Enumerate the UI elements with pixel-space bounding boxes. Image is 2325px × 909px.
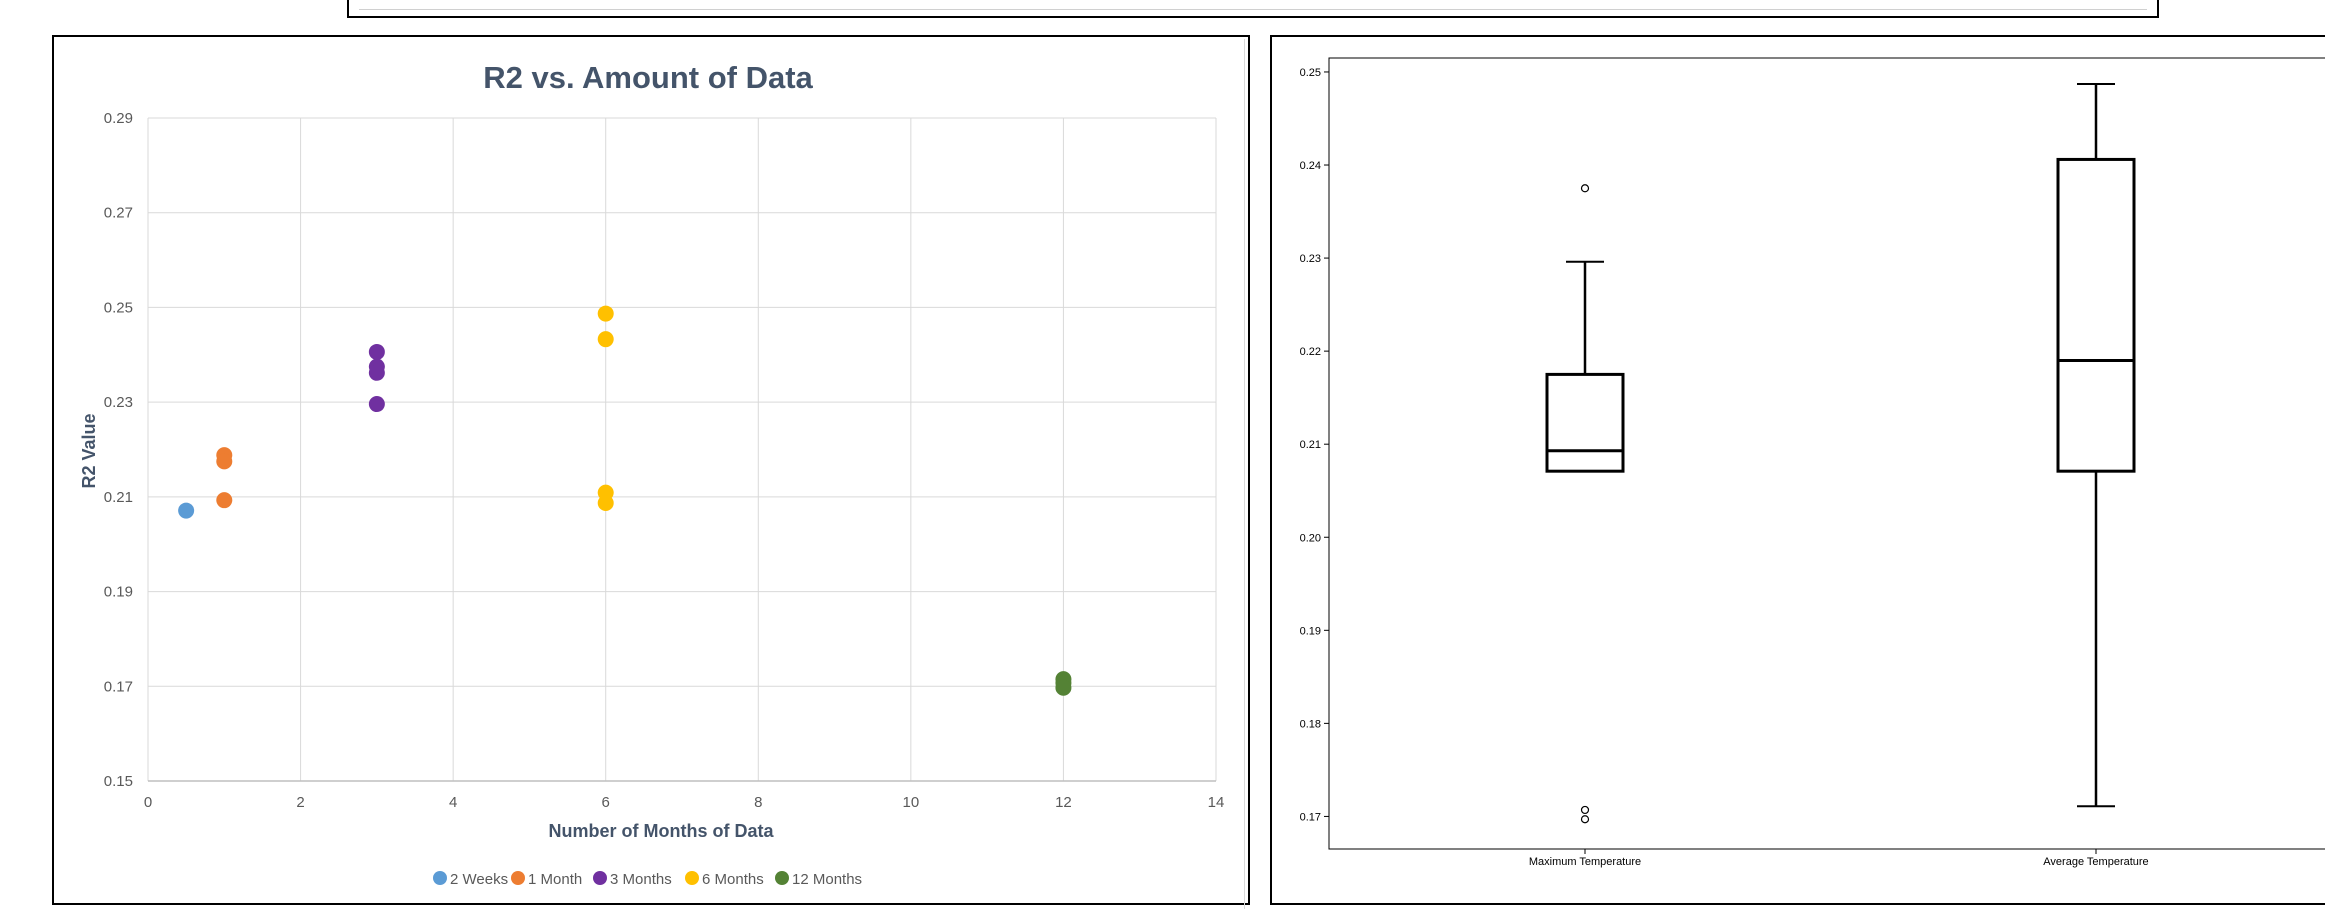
y-tick-label: 0.19 [1300, 625, 1321, 637]
top-panel-frame [347, 0, 2159, 18]
scatter-chart: R2 vs. Amount of Data 0.150.170.190.210.… [79, 60, 1225, 886]
x-tick-labels: 0 2 4 6 8 10 12 14 [144, 794, 1225, 811]
y-tick-label: 0.25 [104, 299, 133, 316]
y-tick-label: 0.17 [104, 678, 133, 695]
y-tick-label: 0.17 [1300, 811, 1321, 823]
x-tick-label: 8 [754, 794, 762, 811]
y-axis-label: R2 Value [79, 413, 99, 488]
box [1545, 372, 1625, 473]
data-point [368, 364, 385, 381]
legend-label: 3 Months [610, 871, 672, 886]
y-tick-label: 0.18 [1300, 718, 1321, 730]
box [2056, 157, 2136, 473]
data-point [597, 495, 614, 512]
outlier-point [1580, 805, 1590, 815]
x-tick-label: 10 [903, 794, 920, 811]
y-tick-label: 0.19 [104, 584, 133, 601]
y-tick-label: 0.23 [104, 394, 133, 411]
data-points [178, 305, 1072, 696]
y-tick-label: 0.27 [104, 205, 133, 222]
y-tick-label: 0.21 [1300, 439, 1321, 451]
y-tick-label: 0.25 [1300, 67, 1321, 79]
y-tick-label: 0.23 [1300, 253, 1321, 265]
x-tick-labels: Maximum Temperature Average Temperature [1529, 849, 2149, 868]
chart-title: R2 vs. Amount of Data [483, 60, 813, 95]
legend-marker [685, 871, 699, 885]
y-ticks: 0.17 0.18 0.19 0.20 0.21 0.22 0.23 0.24 0.25 [1300, 67, 1329, 823]
x-tick-label: 12 [1055, 794, 1072, 811]
y-tick-label: 0.22 [1300, 346, 1321, 358]
y-tick-label: 0.20 [1300, 532, 1321, 544]
legend-marker [775, 871, 789, 885]
y-tick-label: 0.29 [104, 110, 133, 127]
x-tick-label: 4 [449, 794, 457, 811]
scatter-chart-panel [52, 35, 1250, 909]
outlier-point [1580, 815, 1590, 824]
x-tick-label: 2 [296, 794, 304, 811]
y-tick-label: 0.15 [104, 773, 133, 790]
plot-area-border [1328, 57, 2325, 850]
x-tick-label: Average Temperature [2043, 856, 2148, 868]
x-tick-label: 6 [602, 794, 610, 811]
boxes [1545, 83, 2136, 824]
legend-marker [511, 871, 525, 885]
box-plot: 0.17 0.18 0.19 0.20 0.21 0.22 0.23 0.24 0.25 Max… [1300, 57, 2325, 868]
outlier-point [1580, 184, 1590, 193]
legend-marker [433, 871, 447, 885]
legend: 2 Weeks 1 Month 3 Months 6 Months 12 Months [433, 871, 862, 886]
legend-label: 6 Months [702, 871, 764, 886]
data-point [1055, 679, 1072, 696]
x-tick-label: 14 [1208, 794, 1225, 811]
data-point [368, 396, 385, 413]
y-tick-labels: 0.15 0.17 0.19 0.21 0.23 0.25 0.27 0.29 [104, 110, 133, 790]
legend-label: 12 Months [792, 871, 862, 886]
y-tick-label: 0.21 [104, 489, 133, 506]
data-point [597, 305, 614, 322]
legend-label: 2 Weeks [450, 871, 508, 886]
data-point [368, 343, 385, 360]
gridlines [147, 117, 1217, 782]
x-tick-label: 0 [144, 794, 152, 811]
data-point [597, 331, 614, 348]
y-tick-label: 0.24 [1300, 160, 1321, 172]
legend-marker [593, 871, 607, 885]
legend-label: 1 Month [528, 871, 582, 886]
x-tick-label: Maximum Temperature [1529, 856, 1641, 868]
data-point [216, 453, 233, 470]
data-point [178, 502, 195, 519]
x-axis-label: Number of Months of Data [549, 821, 775, 841]
data-point [216, 492, 233, 509]
